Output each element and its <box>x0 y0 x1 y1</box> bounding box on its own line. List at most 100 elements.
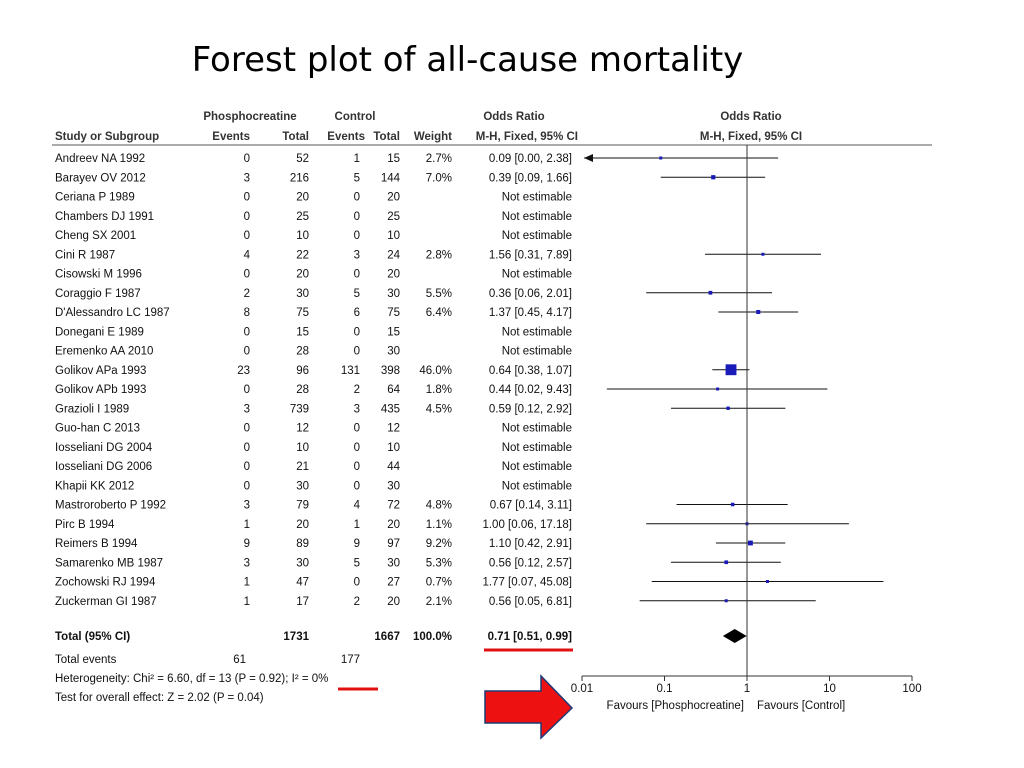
study-name: Eremenko AA 2010 <box>55 346 153 358</box>
study-events-1: 0 <box>244 269 250 281</box>
total-weight: 100.0% <box>413 631 452 643</box>
study-events-2: 9 <box>354 538 360 550</box>
study-weight: 7.0% <box>426 172 452 184</box>
study-total-1: 28 <box>296 384 309 396</box>
study-events-1: 3 <box>244 403 250 415</box>
study-weight: 2.7% <box>426 153 452 165</box>
study-point-marker <box>756 309 761 315</box>
study-ci-text: 0.09 [0.00, 2.38] <box>489 153 572 165</box>
study-total-2: 435 <box>381 403 400 415</box>
study-total-1: 739 <box>290 403 309 415</box>
study-total-2: 30 <box>387 288 400 300</box>
study-events-2: 5 <box>354 172 360 184</box>
study-total-1: 10 <box>296 230 309 242</box>
study-ci-text: 0.67 [0.14, 3.11] <box>490 500 572 512</box>
study-name: Grazioli I 1989 <box>55 403 129 415</box>
study-name: Coraggio F 1987 <box>55 288 141 300</box>
study-events-2: 3 <box>354 403 360 415</box>
study-total-2: 30 <box>387 480 400 492</box>
study-name: Cini R 1987 <box>55 249 115 261</box>
x-axis-tick-label: 100 <box>902 683 921 695</box>
study-weight: 2.1% <box>426 596 452 608</box>
header-total-2: Total <box>373 131 400 143</box>
study-name: Barayev OV 2012 <box>55 172 146 184</box>
study-ci-text: 0.56 [0.12, 2.57] <box>489 557 572 569</box>
study-ci-text: 1.37 [0.45, 4.17] <box>489 307 572 319</box>
study-total-2: 12 <box>387 423 400 435</box>
study-events-1: 0 <box>244 384 250 396</box>
study-events-1: 0 <box>244 423 250 435</box>
study-weight: 2.8% <box>426 249 452 261</box>
study-total-2: 10 <box>387 442 400 454</box>
study-total-2: 398 <box>381 365 400 377</box>
study-events-1: 3 <box>244 500 250 512</box>
study-point-marker <box>747 540 753 546</box>
study-events-1: 0 <box>244 461 250 473</box>
study-events-1: 9 <box>244 538 250 550</box>
study-ci-text: Not estimable <box>502 480 572 492</box>
study-weight: 5.5% <box>426 288 452 300</box>
study-rows: Andreev NA 1992 0 52 1 15 2.7% 0.09 [0.00, 2.3… <box>55 153 572 608</box>
study-total-1: 20 <box>296 269 309 281</box>
study-events-2: 0 <box>354 461 360 473</box>
header-or-method-left: M-H, Fixed, 95% CI <box>476 131 578 143</box>
study-events-2: 0 <box>354 326 360 338</box>
study-weight: 6.4% <box>426 307 452 319</box>
study-total-2: 15 <box>387 153 400 165</box>
study-name: Chambers DJ 1991 <box>55 211 154 223</box>
study-events-1: 2 <box>244 288 250 300</box>
study-weight: 1.8% <box>426 384 452 396</box>
study-events-2: 4 <box>354 500 361 512</box>
study-point-marker <box>716 387 720 391</box>
study-weight: 5.3% <box>426 557 452 569</box>
study-point-marker <box>765 580 769 583</box>
study-events-1: 0 <box>244 326 250 338</box>
header-study: Study or Subgroup <box>55 131 159 143</box>
study-ci-text: 0.64 [0.38, 1.07] <box>489 365 572 377</box>
study-weight: 0.7% <box>426 577 452 589</box>
study-events-1: 23 <box>237 365 250 377</box>
study-total-2: 97 <box>387 538 400 550</box>
study-ci-text: 0.59 [0.12, 2.92] <box>489 403 572 415</box>
study-point-marker <box>724 560 729 565</box>
header-events-2: Events <box>327 131 365 143</box>
study-total-2: 15 <box>387 326 400 338</box>
study-name: Cisowski M 1996 <box>55 269 142 281</box>
header-or-method-right: M-H, Fixed, 95% CI <box>700 131 802 143</box>
study-name: D'Alessandro LC 1987 <box>55 307 170 319</box>
study-total-1: 47 <box>296 577 309 589</box>
study-total-1: 12 <box>296 423 309 435</box>
study-events-1: 3 <box>244 172 250 184</box>
study-events-2: 3 <box>354 249 360 261</box>
study-events-1: 3 <box>244 557 250 569</box>
study-events-1: 0 <box>244 153 250 165</box>
study-total-2: 30 <box>387 557 400 569</box>
study-events-2: 0 <box>354 211 360 223</box>
study-ci-text: 1.56 [0.31, 7.89] <box>489 249 572 261</box>
study-total-2: 75 <box>387 307 400 319</box>
study-events-1: 0 <box>244 230 250 242</box>
study-events-2: 1 <box>354 519 360 531</box>
study-events-2: 1 <box>354 153 360 165</box>
x-axis-tick-label: 0.01 <box>571 683 593 695</box>
study-name: Zuckerman GI 1987 <box>55 596 157 608</box>
x-axis-tick-label: 0.1 <box>657 683 673 695</box>
study-ci-text: 0.44 [0.02, 9.43] <box>489 384 572 396</box>
header-group2: Control <box>335 111 376 123</box>
study-total-2: 25 <box>387 211 400 223</box>
study-ci-text: Not estimable <box>502 461 572 473</box>
study-events-1: 0 <box>244 442 250 454</box>
study-ci-text: 0.36 [0.06, 2.01] <box>489 288 572 300</box>
study-total-1: 75 <box>296 307 309 319</box>
study-weight: 4.5% <box>426 403 452 415</box>
favours-right-label: Favours [Control] <box>757 700 845 712</box>
study-events-1: 1 <box>244 596 250 608</box>
total-diamond <box>722 629 747 643</box>
study-total-1: 10 <box>296 442 309 454</box>
study-events-2: 0 <box>354 346 360 358</box>
study-events-2: 2 <box>354 596 360 608</box>
x-axis-tick-label: 10 <box>823 683 836 695</box>
study-total-1: 216 <box>290 172 309 184</box>
study-total-2: 144 <box>381 172 401 184</box>
study-total-1: 30 <box>296 288 309 300</box>
